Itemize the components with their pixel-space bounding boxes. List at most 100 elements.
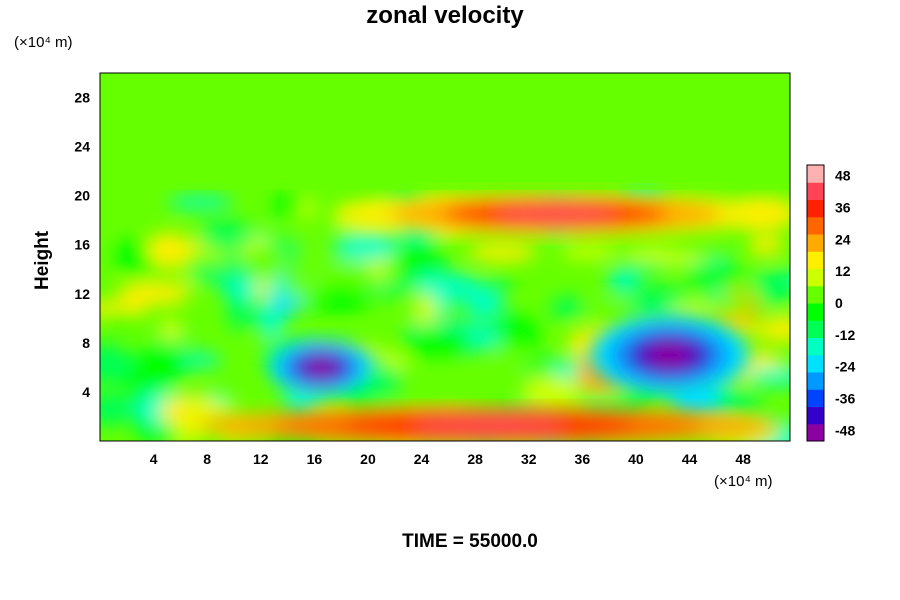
colorbar-tick-label: -24	[835, 359, 855, 375]
field-texture-blob	[368, 279, 414, 297]
colorbar-tick-label: 24	[835, 231, 851, 247]
colorbar-tick-label: 48	[835, 168, 851, 184]
x-tick-label: 36	[575, 451, 591, 467]
feature-strong-positive-jet	[335, 191, 776, 237]
feature-ring	[303, 357, 339, 378]
colorbar-segment	[807, 234, 824, 252]
field-texture-blob	[182, 352, 221, 368]
field-texture-blob	[683, 263, 746, 289]
y-tick-label: 12	[74, 286, 90, 302]
time-label: TIME = 55000.0	[0, 531, 900, 553]
colorbar-segment	[807, 285, 824, 304]
feature-ring	[644, 341, 694, 369]
colorbar-segment	[807, 320, 824, 338]
feature-ring	[495, 205, 616, 223]
colorbar-segment	[807, 337, 824, 356]
x-tick-label: 12	[253, 451, 269, 467]
field-texture-blob	[585, 300, 640, 324]
x-tick-label: 20	[360, 451, 376, 467]
field-texture-blob	[147, 232, 190, 268]
velocity-field	[100, 73, 790, 441]
feature-negative-core-right	[589, 314, 750, 396]
y-tick-label: 24	[74, 139, 90, 155]
x-axis-unit-note: (×10⁴ m)	[714, 473, 773, 490]
colorbar-tick-label: 0	[835, 295, 843, 311]
x-tick-label: 40	[628, 451, 644, 467]
colorbar-segment	[807, 354, 824, 373]
field-texture-blob	[266, 280, 288, 298]
y-axis-unit-note: (×10⁴ m)	[14, 34, 73, 51]
y-ticks: 4 8 12 16 20 24 28	[74, 90, 90, 400]
field-texture-blob	[159, 318, 184, 342]
plot-frame	[99, 72, 791, 442]
colorbar-segment	[807, 165, 824, 183]
colorbar-segment	[807, 251, 824, 269]
feature-negative-core-center-left	[268, 338, 374, 396]
colorbar-frame	[806, 164, 825, 442]
colorbar-segment	[807, 406, 824, 425]
field-texture-blob	[100, 343, 135, 384]
colorbar-segment	[807, 372, 824, 390]
colorbar-tick-label: -12	[835, 327, 855, 343]
field-texture-blob	[559, 243, 619, 260]
field-texture-blob	[175, 424, 197, 441]
field-texture-blob	[167, 195, 234, 210]
field-texture-blob	[115, 239, 149, 267]
field-texture-blob	[618, 259, 672, 276]
field-texture-blob	[412, 293, 438, 326]
y-tick-label: 4	[82, 384, 90, 400]
field-texture-blob	[710, 388, 760, 412]
x-tick-label: 32	[521, 451, 537, 467]
field-texture-blob	[549, 296, 584, 319]
colorbar-segment	[807, 423, 824, 442]
field-texture-blob	[467, 242, 538, 262]
x-ticks: 4 8 12 16 20 24 28 32 36 40 44 48	[150, 451, 751, 467]
field-texture-blob	[181, 402, 240, 415]
chart-title: zonal velocity	[366, 2, 524, 29]
field-texture-blob	[757, 316, 790, 342]
field-texture-blob	[758, 268, 790, 308]
field-texture-blob	[750, 234, 783, 256]
field-texture-blob	[607, 268, 640, 294]
y-tick-label: 28	[74, 90, 90, 106]
field-texture-blob	[117, 281, 191, 305]
field-texture-blob	[276, 279, 324, 299]
x-tick-label: 4	[150, 451, 158, 467]
field-texture-blob	[100, 392, 135, 426]
colorbar-segment	[807, 182, 824, 200]
field-texture-blob	[332, 232, 397, 262]
colorbar-segment	[807, 389, 824, 407]
feature-upper-green-band	[100, 73, 790, 184]
colorbar-tick-label: -48	[835, 422, 855, 438]
colorbar-segment	[807, 268, 824, 287]
colorbar: 48 36 24 12 0 -12 -24 -36 -48	[806, 164, 855, 442]
x-tick-label: 16	[307, 451, 323, 467]
x-tick-label: 8	[203, 451, 211, 467]
colorbar-tick-label: 36	[835, 199, 851, 215]
y-tick-label: 20	[74, 188, 90, 204]
field-texture-blob	[196, 221, 257, 249]
colorbar-segment	[807, 216, 824, 235]
colorbar-segment	[807, 303, 824, 321]
feature-positive-near-surface	[201, 406, 776, 441]
field-texture-blob	[494, 344, 520, 369]
x-tick-label: 28	[467, 451, 483, 467]
field-texture-blob	[221, 276, 260, 301]
time-label-text: TIME = 55000.0	[402, 531, 538, 552]
field-texture-blob	[272, 192, 303, 219]
field-texture-blob	[410, 272, 482, 300]
field-texture-blob	[623, 246, 683, 262]
x-tick-label: 48	[735, 451, 751, 467]
field-texture-blob	[746, 366, 790, 386]
field-texture-blob	[257, 307, 285, 338]
y-tick-label: 8	[82, 335, 90, 351]
field-texture-blob	[151, 335, 194, 349]
colorbar-tick-label: 12	[835, 263, 851, 279]
field-texture-blob	[492, 272, 518, 285]
field-texture-blob	[100, 312, 146, 326]
tropopause-band	[100, 184, 790, 190]
colorbar-tick-label: -36	[835, 391, 855, 407]
colorbar-segment	[807, 199, 824, 218]
